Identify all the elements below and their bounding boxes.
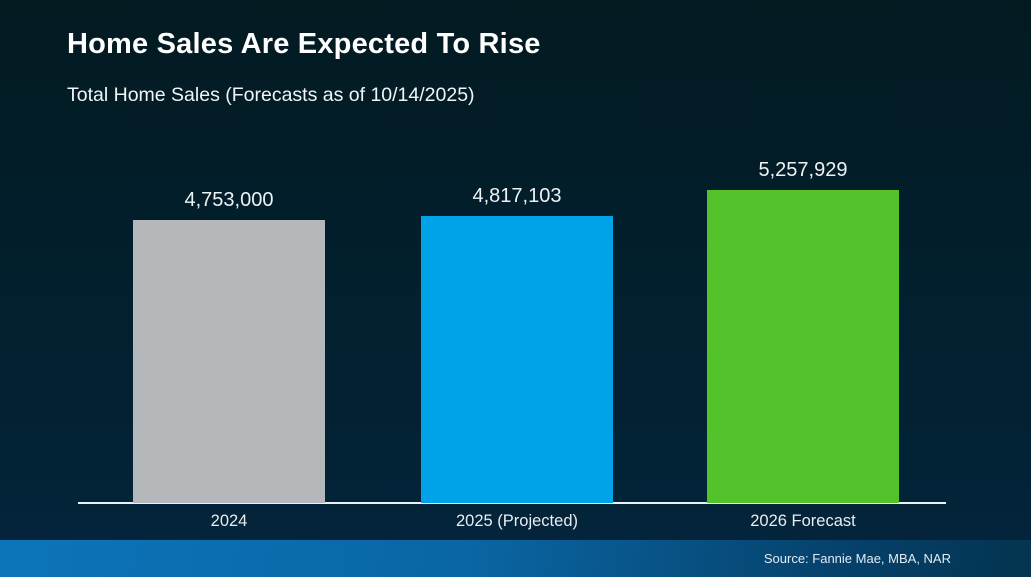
bar-value-label: 5,257,929 — [758, 159, 848, 181]
bar-2025 (Projected) — [421, 216, 613, 503]
chart-subtitle: Total Home Sales (Forecasts as of 10/14/… — [67, 84, 475, 106]
footer-bar: Source: Fannie Mae, MBA, NAR — [0, 540, 1031, 577]
bar-2026 Forecast — [707, 190, 899, 503]
x-axis-line — [78, 502, 946, 504]
x-axis-label: 2025 (Projected) — [456, 512, 578, 530]
x-axis-label: 2024 — [210, 512, 248, 530]
source-attribution: Source: Fannie Mae, MBA, NAR — [763, 551, 951, 566]
bar-value-label: 4,817,103 — [472, 185, 562, 207]
bar-2024 — [133, 220, 325, 503]
bar-value-label: 4,753,000 — [184, 189, 274, 211]
x-axis-label: 2026 Forecast — [750, 512, 856, 530]
chart-title: Home Sales Are Expected To Rise — [67, 28, 541, 60]
